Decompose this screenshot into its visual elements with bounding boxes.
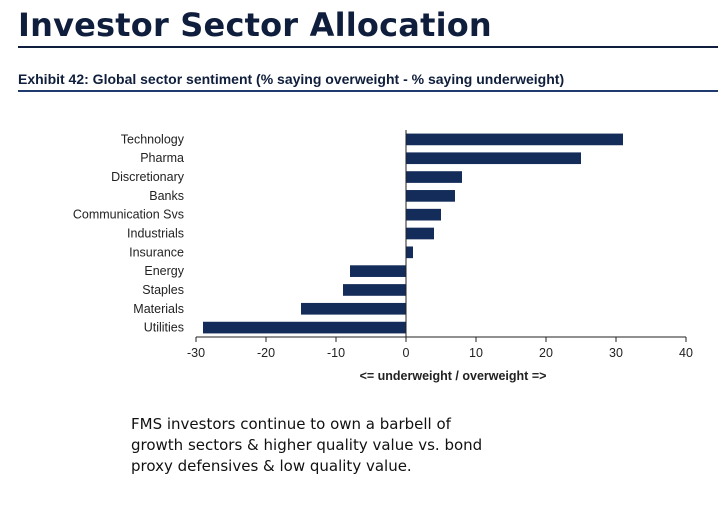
bar-technology <box>406 133 623 146</box>
bar-insurance <box>406 246 413 259</box>
x-tick-label: 20 <box>539 346 553 360</box>
exhibit-rule <box>18 90 718 92</box>
bar-communication-svs <box>406 208 441 221</box>
bar-discretionary <box>406 171 462 183</box>
x-tick-label: 0 <box>403 346 410 360</box>
x-axis-title: <= underweight / overweight => <box>360 369 547 383</box>
bar-energy <box>350 265 406 277</box>
category-label: Pharma <box>140 151 184 165</box>
bar-banks <box>406 190 455 202</box>
exhibit-title: Exhibit 42: Global sector sentiment (% s… <box>18 71 565 87</box>
title-rule <box>18 46 718 48</box>
note-line: proxy defensives & low quality value. <box>131 457 412 475</box>
category-label: Insurance <box>129 245 184 259</box>
bar-staples <box>343 284 406 296</box>
category-label: Discretionary <box>111 170 185 184</box>
category-label: Energy <box>144 264 184 278</box>
bar-industrials <box>406 227 434 240</box>
x-tick-label: -20 <box>257 346 275 360</box>
category-label: Communication Svs <box>73 208 184 222</box>
category-label: Staples <box>142 283 184 297</box>
x-tick-label: 10 <box>469 346 483 360</box>
category-label: Banks <box>149 189 184 203</box>
x-tick-label: -10 <box>327 346 345 360</box>
bar-materials <box>301 302 406 315</box>
x-tick-label: 30 <box>609 346 623 360</box>
category-label: Technology <box>121 132 185 146</box>
note-line: growth sectors & higher quality value vs… <box>131 436 483 454</box>
x-tick-label: -30 <box>187 346 205 360</box>
category-label: Utilities <box>144 321 184 335</box>
bar-utilities <box>203 321 406 334</box>
category-label: Industrials <box>127 227 184 241</box>
note-line: FMS investors continue to own a barbell … <box>131 415 451 433</box>
commentary-note: FMS investors continue to own a barbell … <box>131 414 551 477</box>
x-tick-label: 40 <box>679 346 693 360</box>
bar-pharma <box>406 152 581 165</box>
category-label: Materials <box>133 302 184 316</box>
page-title: Investor Sector Allocation <box>18 6 492 44</box>
